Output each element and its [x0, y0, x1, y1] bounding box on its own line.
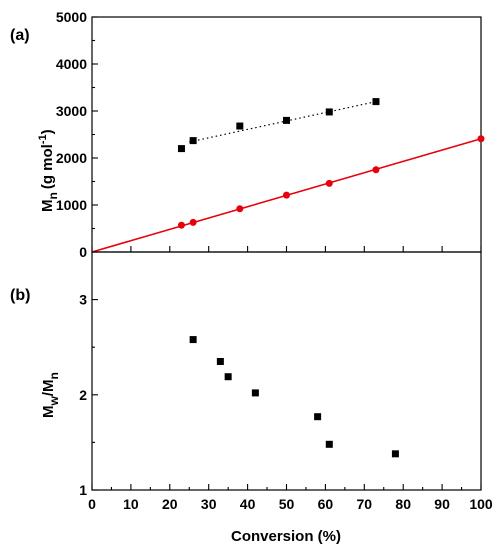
red-circle-point	[477, 135, 485, 143]
panel-b-x-tick-label: 30	[201, 496, 217, 512]
y-label-mw: M	[40, 406, 57, 419]
panel-a-frame	[91, 16, 482, 253]
y-label-sup: -1	[37, 134, 49, 144]
y-label-sub: n	[46, 192, 60, 199]
red-circle-point	[372, 166, 380, 174]
black-square-point	[325, 108, 333, 116]
panel-a-ticks: 0 1000 2000 3000 4000 5000	[56, 9, 482, 260]
y-label-mn-sub: n	[47, 372, 61, 379]
y-label-close: )	[39, 129, 56, 134]
panel-b-x-tick-label: 40	[240, 496, 256, 512]
black-square-point	[177, 145, 185, 153]
panel-b-markers	[189, 336, 399, 458]
panel-a-y-tick-label: 3000	[56, 103, 87, 119]
y-label-mw-sub: w	[47, 396, 61, 407]
dispersity-point	[224, 373, 232, 381]
panel-b-x-tick-label: 10	[123, 496, 139, 512]
panel-b-x-tick-label: 90	[434, 496, 450, 512]
red-circle-point	[236, 205, 244, 213]
panel-b-y-axis-title: Mw/Mn	[40, 372, 61, 418]
panel-a-y-axis-title: Mn (g mol-1)	[37, 129, 60, 212]
panel-b-x-tick-label: 80	[395, 496, 411, 512]
x-axis-title: Conversion (%)	[231, 528, 341, 545]
panel-b-x-tick-label: 0	[88, 496, 96, 512]
panel-b-x-tick-label: 50	[279, 496, 295, 512]
dispersity-point	[314, 413, 322, 421]
black-series-fit-line	[189, 101, 377, 143]
panel-a: 0 1000 2000 3000 4000 5000 (a) Mn (g mol-1)	[10, 9, 485, 260]
black-square-point	[283, 116, 290, 124]
y-label-units: (g mol	[39, 144, 56, 189]
panel-b-label: (b)	[10, 287, 30, 304]
panel-a-y-tick-label: 4000	[56, 56, 87, 72]
panel-b-x-tick-label: 70	[357, 496, 373, 512]
panel-a-y-tick-label: 5000	[56, 9, 87, 25]
panel-a-y-tick-label: 2000	[56, 150, 87, 166]
panel-a-y-tick-label: 1000	[56, 197, 87, 213]
dispersity-point	[251, 389, 259, 397]
panel-a-markers	[177, 98, 485, 229]
dispersity-point	[216, 357, 224, 365]
panel-b-y-tick-label: 2	[79, 387, 87, 403]
panel-a-y-tick-label: 0	[79, 244, 87, 260]
black-square-point	[236, 122, 244, 130]
black-square-point	[372, 98, 380, 106]
panel-b-x-tick-label: 100	[469, 496, 493, 512]
red-circle-point	[177, 221, 185, 229]
red-circle-point	[325, 179, 333, 187]
dispersity-point	[189, 336, 197, 344]
panel-b-x-tick-label: 60	[318, 496, 334, 512]
panel-b-y-tick-label: 1	[79, 482, 87, 498]
panel-a-fit-lines	[91, 101, 482, 253]
panel-b-x-tick-label: 20	[162, 496, 178, 512]
panel-a-label: (a)	[10, 27, 30, 44]
panel-b-frame	[91, 251, 482, 491]
black-square-point	[189, 137, 197, 145]
dispersity-point	[391, 450, 399, 458]
red-circle-point	[283, 191, 290, 199]
red-circle-point	[189, 218, 197, 226]
y-label-sep: /M	[40, 379, 57, 396]
dispersity-point	[325, 440, 333, 448]
y-label-main: M	[39, 200, 56, 213]
panel-b-y-tick-label: 3	[79, 292, 87, 308]
